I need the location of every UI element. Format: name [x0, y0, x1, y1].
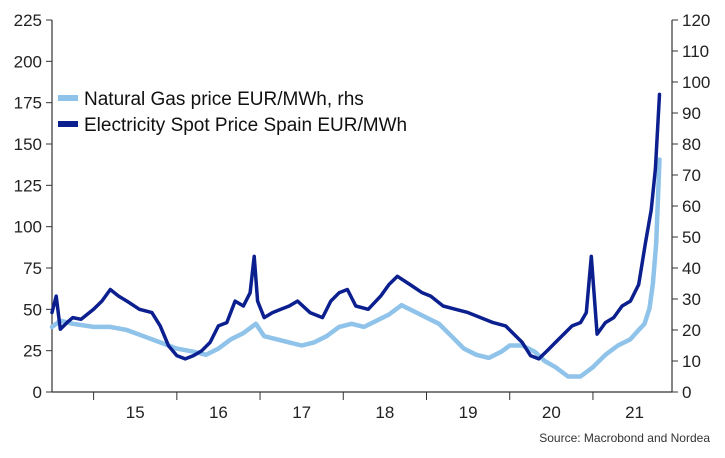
legend-label-gas: Natural Gas price EUR/MWh, rhs [84, 89, 364, 110]
left-tick-label: 150 [14, 135, 42, 154]
left-tick-label: 0 [33, 383, 42, 402]
right-tick-label: 80 [682, 135, 701, 154]
axes: 0 25 50 75 100 125 150 175 200 225 0 10 20 30 40 50 60 70… [14, 11, 711, 422]
left-tick-label: 125 [14, 176, 42, 195]
x-tick-label: 16 [209, 403, 228, 422]
right-tick-label: 10 [682, 352, 701, 371]
right-tick-label: 30 [682, 290, 701, 309]
right-tick-label: 40 [682, 259, 701, 278]
x-tick-label: 20 [542, 403, 561, 422]
left-tick-label: 25 [23, 342, 42, 361]
right-tick-label: 20 [682, 321, 701, 340]
x-tick-label: 19 [459, 403, 478, 422]
series-line-electricity [50, 92, 662, 361]
right-tick-label: 70 [682, 166, 701, 185]
legend-label-electricity: Electricity Spot Price Spain EUR/MWh [84, 115, 407, 136]
left-tick-label: 200 [14, 52, 42, 71]
right-tick-label: 120 [682, 11, 710, 30]
left-tick-label: 75 [23, 259, 42, 278]
left-tick-label: 175 [14, 94, 42, 113]
series-lines [49, 92, 662, 379]
x-tick-label: 15 [126, 403, 145, 422]
right-tick-label: 110 [682, 42, 709, 61]
right-tick-label: 50 [682, 228, 701, 247]
left-tick-label: 100 [14, 218, 42, 237]
x-tick-label: 21 [625, 403, 644, 422]
x-tick-label: 17 [292, 403, 311, 422]
right-tick-label: 100 [682, 73, 710, 92]
right-tick-label: 0 [682, 383, 691, 402]
source-note: Source: Macrobond and Nordea [539, 431, 710, 445]
series-line-gas [49, 157, 662, 379]
right-tick-label: 90 [682, 104, 701, 123]
legend: Natural Gas price EUR/MWh, rhs Electrici… [58, 89, 407, 136]
left-tick-label: 225 [14, 11, 42, 30]
left-tick-label: 50 [23, 300, 42, 319]
x-tick-label: 18 [375, 403, 394, 422]
right-tick-label: 60 [682, 197, 701, 216]
